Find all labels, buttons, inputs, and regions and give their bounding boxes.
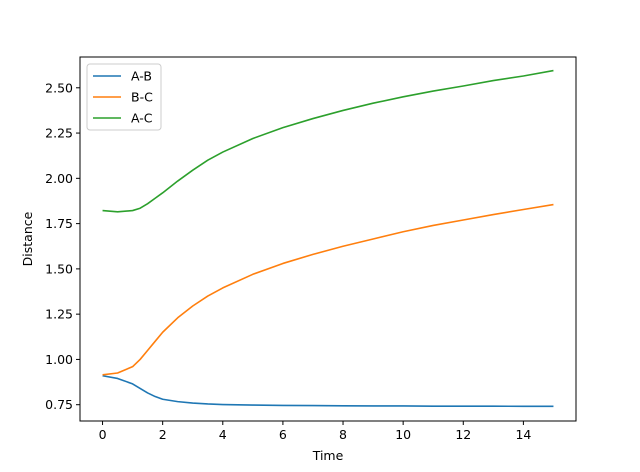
x-tick-label: 2 [159,427,167,442]
series-line-1 [102,203,554,376]
plot-lines [102,69,554,408]
plot-frame [79,56,577,422]
x-tick-label: 14 [515,427,531,442]
y-tick-label: 1.50 [45,261,73,276]
y-tick-label: 2.00 [45,171,73,186]
y-tick-label: 1.75 [45,216,73,231]
legend-label-1: B-C [131,90,153,105]
y-tick-label: 1.00 [45,352,73,367]
x-tick-label: 12 [455,427,471,442]
legend: A-B B-C A-C [86,63,162,131]
y-tick-label: 0.75 [45,397,73,412]
y-tick-label: 1.25 [45,307,73,322]
legend-label-0: A-B [131,69,152,84]
y-tick-label: 2.25 [45,126,73,141]
x-tick-label: 4 [219,427,227,442]
y-tick-label: 2.50 [45,80,73,95]
x-tick-label: 10 [395,427,411,442]
legend-box [86,63,162,131]
series-line-0 [102,374,554,408]
y-axis-label: Distance [20,211,35,266]
legend-label-2: A-C [131,111,153,126]
x-axis-label: Time [312,448,344,463]
series-line-2 [102,69,554,213]
x-tick-label: 6 [279,427,287,442]
x-axis-ticks: 0 2 4 6 8 10 12 14 [99,421,531,442]
x-tick-label: 0 [99,427,107,442]
x-tick-label: 8 [339,427,347,442]
y-axis-ticks: 0.75 1.00 1.25 1.50 1.75 2.00 2.25 2.50 [45,80,80,412]
